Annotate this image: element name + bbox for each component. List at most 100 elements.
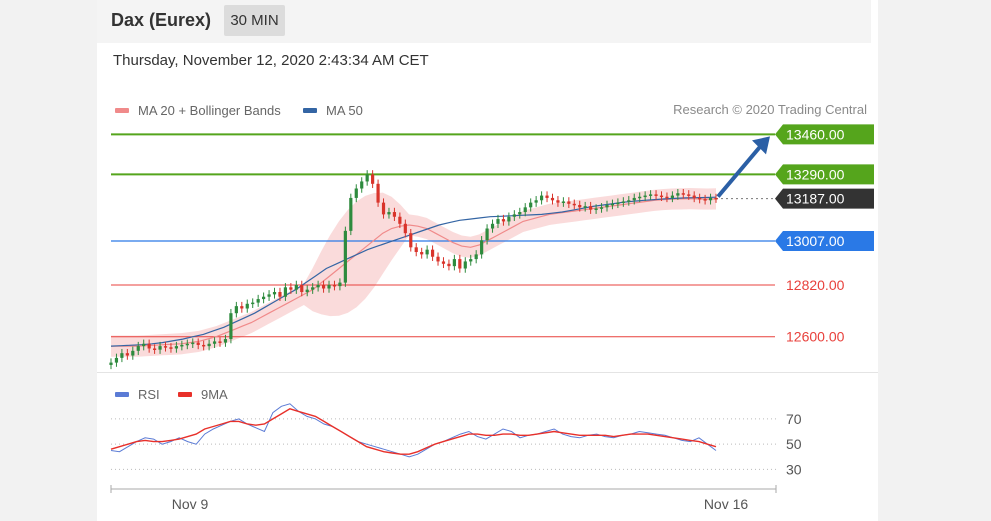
legend-ma50: MA 50 <box>303 102 363 118</box>
candle-body <box>616 202 620 205</box>
level-label: 13290.00 <box>786 166 845 182</box>
level-labels: 13460.00 13290.00 13187.00 13007.00 12820.00… <box>775 124 874 345</box>
x-tick-label: Nov 16 <box>704 496 749 512</box>
candle-body <box>365 174 369 182</box>
candle-body <box>202 344 206 347</box>
candle-body <box>403 223 407 234</box>
candle-body <box>229 313 233 340</box>
candle-body <box>354 188 358 198</box>
candle-body <box>539 195 544 201</box>
candle-body <box>714 197 718 200</box>
candle-body <box>316 284 320 288</box>
candle-body <box>703 199 707 201</box>
candle-body <box>381 202 386 215</box>
candle-body <box>376 183 380 203</box>
rsi-line <box>110 403 717 458</box>
candle-body <box>283 287 288 297</box>
candle-body <box>550 197 555 201</box>
candle-body <box>185 343 189 346</box>
candle-body <box>480 240 484 255</box>
candle-body <box>360 181 364 189</box>
candle-body <box>648 194 653 196</box>
candle-body <box>627 200 631 202</box>
candle-body <box>490 223 495 229</box>
candle-body <box>589 206 593 210</box>
candle-body <box>474 254 478 260</box>
candle-body <box>523 207 527 213</box>
candle-body <box>507 216 511 222</box>
level-label: 12600.00 <box>786 329 845 345</box>
candle-body <box>321 284 326 289</box>
candle-body <box>534 200 538 203</box>
rsi-label: RSI <box>138 386 160 402</box>
ma20-line <box>111 197 717 347</box>
level-label: 12820.00 <box>786 277 845 293</box>
target-arrow-shaft <box>716 143 764 198</box>
timeframe-badge[interactable]: 30 MIN <box>224 5 285 36</box>
chart-card <box>97 0 878 521</box>
candle-body <box>458 259 462 269</box>
candle-body <box>665 196 669 199</box>
candle-body <box>578 204 582 208</box>
candle-body <box>311 287 315 290</box>
candle-body <box>496 219 500 224</box>
candle-body <box>485 228 489 241</box>
candle-body <box>212 341 217 344</box>
candle-body <box>218 341 222 343</box>
candle-body <box>114 357 119 363</box>
candle-body <box>561 201 565 203</box>
candle-body <box>447 263 451 267</box>
level-tag-target <box>775 124 874 145</box>
candle-body <box>196 342 200 345</box>
candle-body <box>441 261 446 264</box>
candle-body <box>670 195 674 198</box>
candle-body <box>240 306 244 309</box>
candle-body <box>174 346 179 349</box>
candle-body <box>681 193 685 195</box>
candle-body <box>501 219 506 222</box>
candle-body <box>610 203 615 206</box>
candle-body <box>621 201 625 203</box>
rsi-panel: 70 50 30 <box>110 403 802 477</box>
timestamp: Thursday, November 12, 2020 2:43:34 AM C… <box>113 52 429 69</box>
level-label: 13187.00 <box>786 191 845 207</box>
price-levels <box>111 133 775 338</box>
candle-body <box>463 261 467 269</box>
rsi-ma-line <box>110 408 717 455</box>
rsi-ma-label: 9MA <box>201 386 228 402</box>
candle-body <box>545 195 549 198</box>
candle-body <box>594 208 598 211</box>
candlesticks <box>109 170 718 370</box>
candle-body <box>153 348 157 350</box>
rsi-tick-label: 50 <box>786 436 802 452</box>
candle-body <box>245 303 249 309</box>
bollinger-fill <box>111 188 716 357</box>
candle-body <box>425 249 429 255</box>
level-tag-pivot <box>775 230 874 251</box>
ma50-label: MA 50 <box>326 102 363 118</box>
rsi-tick-label: 30 <box>786 461 802 477</box>
candle-body <box>430 249 435 257</box>
level-tag-target <box>775 164 874 185</box>
candle-body <box>147 343 151 349</box>
legend-rsi: RSI <box>115 386 160 402</box>
target-arrow-head <box>752 136 770 155</box>
candle-body <box>512 214 516 217</box>
candle-body <box>420 252 424 255</box>
candle-body <box>659 195 664 198</box>
candle-body <box>305 289 309 293</box>
rsi-ma-swatch <box>178 391 192 397</box>
target-arrow <box>716 136 770 198</box>
candle-body <box>692 195 696 198</box>
candle-body <box>262 296 266 300</box>
candle-body <box>163 346 168 348</box>
candle-body <box>278 292 282 297</box>
candle-body <box>294 284 298 290</box>
instrument-title: Dax (Eurex) <box>111 10 212 30</box>
candle-body <box>436 256 440 262</box>
candle-body <box>572 203 576 206</box>
candle-body <box>180 344 184 347</box>
candle-body <box>191 342 195 345</box>
candle-body <box>605 204 609 208</box>
ma20-label: MA 20 + Bollinger Bands <box>138 102 281 118</box>
